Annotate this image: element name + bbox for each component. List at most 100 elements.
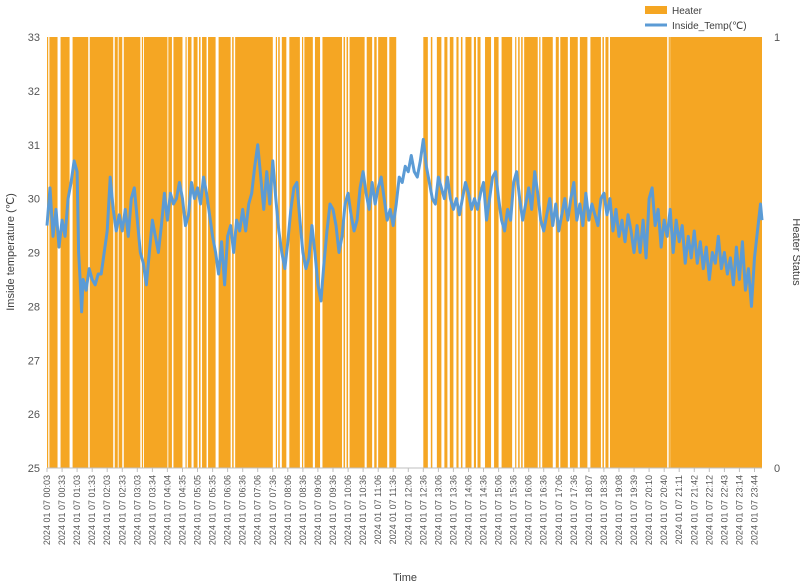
tick-labels: 25 26 27 28 29 30 31 32 33 0 1 2024 01 07 00:03 2024… <box>28 32 780 545</box>
heater-bar-21 <box>275 37 277 468</box>
heater-bar-28 <box>322 37 343 468</box>
heater-bar-10 <box>168 37 172 468</box>
heater-bar-0 <box>47 37 49 468</box>
x-tick-label: 2024 01 07 23:14 <box>734 475 744 545</box>
x-tick-label: 2024 01 07 22:43 <box>719 475 729 545</box>
heater-bar-44 <box>473 37 476 468</box>
heater-bar-37 <box>430 37 433 468</box>
y-left-tick-label: 31 <box>28 140 40 152</box>
x-tick-label: 2024 01 07 21:11 <box>674 475 684 544</box>
heater-bar-34 <box>378 37 388 468</box>
x-tick-label: 2024 01 07 08:36 <box>298 475 308 545</box>
x-tick-label: 2024 01 07 04:35 <box>178 475 188 545</box>
y-left-tick-label: 32 <box>28 86 40 98</box>
y-left-tick-label: 33 <box>28 32 40 44</box>
heater-bar-39 <box>444 37 448 468</box>
x-tick-label: 2024 01 07 01:33 <box>87 475 97 545</box>
x-tick-label: 2024 01 07 09:06 <box>313 475 323 545</box>
x-tick-label: 2024 01 07 11:36 <box>388 475 398 544</box>
x-tick-label: 2024 01 07 15:06 <box>494 475 504 545</box>
x-tick-label: 2024 01 07 13:06 <box>433 475 443 545</box>
temperature-line-layer <box>45 137 764 314</box>
x-tick-label: 2024 01 07 01:03 <box>72 475 82 545</box>
heater-bar-53 <box>539 37 541 468</box>
heater-bar-4 <box>89 37 114 468</box>
legend-label-temperature: Inside_Temp(℃) <box>672 21 747 32</box>
x-tick-label: 2024 01 07 13:36 <box>448 475 458 545</box>
heater-bar-8 <box>141 37 144 468</box>
x-tick-label: 2024 01 07 12:36 <box>418 475 428 545</box>
heater-bar-46 <box>485 37 492 468</box>
x-tick-label: 2024 01 07 18:07 <box>584 475 594 545</box>
heater-bar-14 <box>193 37 198 468</box>
heater-bar-45 <box>477 37 481 468</box>
x-tick-label: 2024 01 07 07:06 <box>253 475 263 545</box>
x-tick-label: 2024 01 07 10:06 <box>343 475 353 545</box>
x-tick-label: 2024 01 07 17:06 <box>554 475 564 545</box>
heater-bar-51 <box>521 37 523 468</box>
heater-bar-42 <box>460 37 463 468</box>
x-tick-label: 2024 01 07 16:36 <box>539 475 549 545</box>
x-tick-label: 2024 01 07 05:35 <box>208 475 218 545</box>
heater-bar-50 <box>518 37 520 468</box>
heater-bar-5 <box>114 37 118 468</box>
x-tick-label: 2024 01 07 20:10 <box>644 475 654 545</box>
y-left-tick-label: 27 <box>28 355 40 367</box>
x-tick-label: 2024 01 07 00:33 <box>57 475 67 545</box>
heater-bar-9 <box>143 37 168 468</box>
heater-bar-27 <box>314 37 321 468</box>
x-tick-label: 2024 01 07 16:06 <box>524 475 534 545</box>
heater-bar-1 <box>49 37 58 468</box>
heater-bar-3 <box>72 37 89 468</box>
heater-bar-29 <box>343 37 346 468</box>
x-tick-label: 2024 01 07 23:44 <box>750 475 760 545</box>
x-tick-label: 2024 01 07 17:36 <box>569 475 579 545</box>
x-tick-label: 2024 01 07 15:36 <box>509 475 519 545</box>
heater-bar-40 <box>449 37 454 468</box>
heater-bar-7 <box>123 37 141 468</box>
x-tick-label: 2024 01 07 20:40 <box>659 475 669 545</box>
heater-bars <box>47 37 762 468</box>
x-tick-label: 2024 01 07 04:04 <box>162 475 172 545</box>
x-tick-label: 2024 01 07 06:06 <box>223 475 233 545</box>
x-tick-label: 2024 01 07 14:06 <box>464 475 474 545</box>
legend-label-heater: Heater <box>672 6 703 17</box>
y-left-tick-label: 26 <box>28 409 40 421</box>
x-tick-label: 2024 01 07 02:03 <box>102 475 112 545</box>
heater-bar-13 <box>187 37 192 468</box>
heater-bar-59 <box>590 37 601 468</box>
heater-bar-60 <box>602 37 604 468</box>
heater-bar-24 <box>289 37 300 468</box>
heater-bar-16 <box>202 37 207 468</box>
x-tick-label: 2024 01 07 03:03 <box>132 475 142 545</box>
heater-bar-23 <box>281 37 287 468</box>
heater-bar-15 <box>199 37 201 468</box>
heater-bar-30 <box>346 37 349 468</box>
x-tick-label: 2024 01 07 02:33 <box>117 475 127 545</box>
heater-bar-36 <box>423 37 428 468</box>
heater-bar-56 <box>560 37 568 468</box>
x-tick-label: 2024 01 07 00:03 <box>42 475 52 545</box>
heater-bar-18 <box>218 37 231 468</box>
heater-bar-48 <box>501 37 513 468</box>
x-tick-label: 2024 01 07 14:36 <box>479 475 489 545</box>
heater-bar-57 <box>569 37 578 468</box>
heater-bar-47 <box>494 37 499 468</box>
x-tick-label: 2024 01 07 03:34 <box>147 475 157 545</box>
x-tick-label: 2024 01 07 06:36 <box>238 475 248 545</box>
heater-bar-20 <box>235 37 273 468</box>
heater-bar-35 <box>389 37 397 468</box>
heater-bar-33 <box>374 37 377 468</box>
y-right-tick-label: 1 <box>774 32 780 44</box>
heater-bar-22 <box>278 37 280 468</box>
x-tick-label: 2024 01 07 18:38 <box>599 475 609 545</box>
x-tick-label: 2024 01 07 21:42 <box>689 475 699 545</box>
y-left-tick-label: 29 <box>28 248 40 260</box>
heater-bar-38 <box>436 37 442 468</box>
heater-bar-41 <box>456 37 459 468</box>
y-right-tick-label: 0 <box>774 463 780 475</box>
right-axis-title: Heater Status <box>790 218 800 286</box>
heater-bar-2 <box>60 37 70 468</box>
